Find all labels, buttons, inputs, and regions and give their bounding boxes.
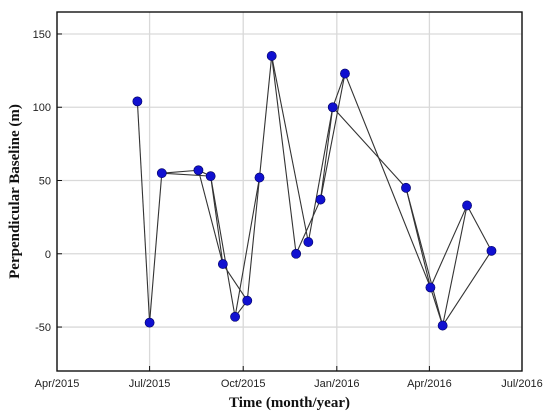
acquisition-point (132, 96, 143, 107)
interferogram-pair-line (442, 250, 492, 326)
acquisition-point (315, 194, 326, 205)
interferogram-pair-line (429, 287, 444, 326)
acquisition-point (242, 295, 253, 306)
interferogram-pair-line (258, 55, 273, 178)
interferogram-pair-line (271, 55, 309, 243)
acquisition-point (462, 200, 472, 211)
interferogram-pair-line (319, 73, 346, 200)
grid (56, 12, 523, 371)
y-tick-label: 100 (33, 102, 51, 114)
interferogram-pair-line (161, 169, 199, 174)
interferogram-pair-line (197, 170, 224, 265)
y-tick-label: -50 (35, 322, 51, 334)
acquisition-point (254, 172, 265, 183)
acquisition-point (340, 68, 350, 79)
x-axis-title: Time (month/year) (229, 395, 350, 411)
x-tick-label: Jan/2016 (314, 378, 359, 390)
acquisition-point (327, 102, 338, 113)
interferogram-pair-line (307, 107, 334, 243)
y-tick-label: 0 (45, 249, 51, 261)
acquisition-point (266, 51, 277, 61)
interferogram-pair-line (271, 55, 297, 254)
x-tick-label: Jul/2016 (501, 378, 543, 390)
acquisition-point (156, 168, 167, 179)
x-tick-label: Oct/2015 (221, 378, 266, 390)
y-tick-label: 150 (33, 29, 51, 41)
interferogram-pair-line (149, 173, 163, 323)
interferogram-pair-line (136, 101, 151, 323)
acquisition-point (217, 259, 228, 269)
interferogram-pair-line (319, 107, 334, 200)
acquisition-point (230, 311, 240, 322)
interferogram-pair-line (442, 205, 468, 326)
plot-frame (56, 11, 523, 372)
x-tick-label: Jul/2015 (129, 378, 171, 390)
y-axis-title: Perpendicular Baseline (m) (7, 104, 23, 279)
interferogram-edges (136, 55, 492, 326)
interferogram-pair-line (466, 205, 492, 252)
interferogram-pair-line (405, 187, 444, 326)
axis-ticks: Apr/2015 Jul/2015 Oct/2015 Jan/2016 Apr/2016… (33, 29, 543, 390)
interferogram-pair-line (161, 172, 211, 177)
acquisition-points (132, 51, 497, 331)
interferogram-pair-line (246, 177, 261, 301)
interferogram-pair-line (295, 199, 322, 255)
acquisition-point (401, 182, 411, 193)
x-tick-label: Apr/2016 (407, 378, 452, 390)
acquisition-point (291, 248, 302, 259)
interferogram-pair-line (222, 263, 248, 301)
acquisition-point (486, 245, 497, 256)
acquisition-point (144, 317, 155, 328)
interferogram-pair-line (234, 177, 261, 317)
acquisition-point (425, 282, 436, 293)
acquisition-point (437, 320, 448, 331)
acquisition-point (193, 165, 204, 176)
x-tick-label: Apr/2015 (35, 378, 80, 390)
y-tick-label: 50 (39, 176, 51, 188)
interferogram-pair-line (429, 205, 468, 288)
acquisition-point (205, 171, 216, 182)
acquisition-point (303, 237, 314, 247)
interferogram-pair-line (210, 176, 236, 317)
interferogram-pair-line (332, 73, 346, 108)
interferogram-pair-line (344, 73, 431, 288)
interferogram-pair-line (332, 106, 407, 189)
